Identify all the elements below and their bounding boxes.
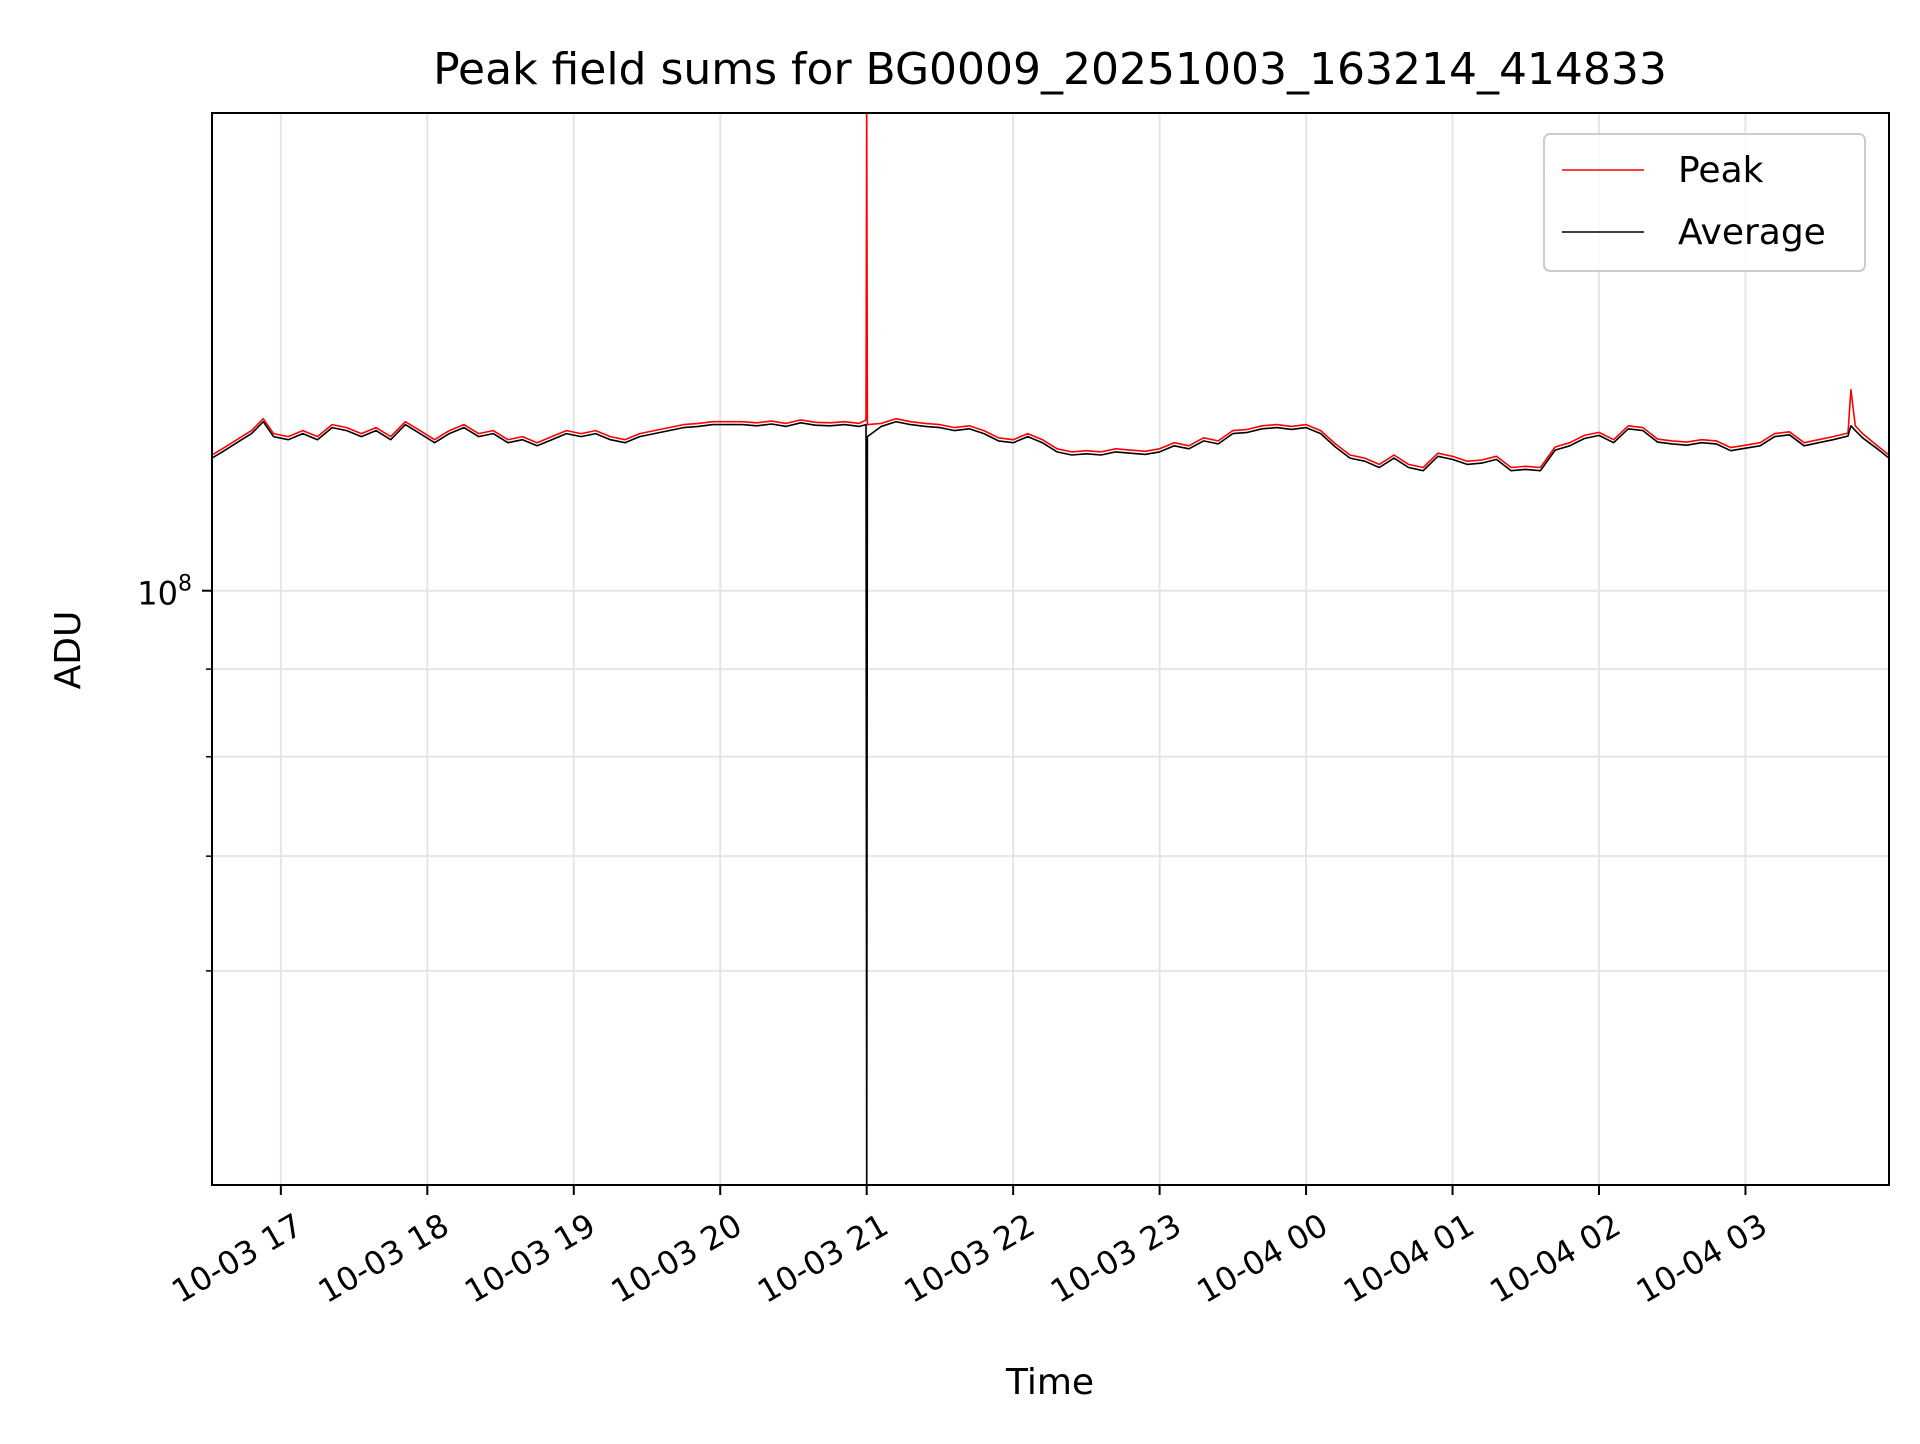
- y-axis: 108: [137, 572, 212, 972]
- series-layer: [211, 112, 1890, 1186]
- y-tick-label-base: 10: [137, 575, 178, 613]
- legend-average-label: Average: [1678, 212, 1826, 253]
- y-tick-label-exponent: 8: [178, 572, 192, 597]
- legend[interactable]: Peak Average: [1543, 133, 1866, 272]
- series-average-line: [211, 420, 1890, 1186]
- legend-peak-label: Peak: [1678, 150, 1764, 191]
- legend-box: [1543, 133, 1866, 272]
- x-axis-label: Time: [1005, 1362, 1094, 1403]
- y-tick-label: 108: [137, 572, 192, 613]
- grid: [212, 113, 1889, 1185]
- series-peak-line: [211, 112, 1890, 469]
- chart-title: Peak field sums for BG0009_20251003_1632…: [433, 44, 1667, 95]
- plot-frame: [211, 112, 1890, 1186]
- y-axis-label: ADU: [48, 611, 89, 690]
